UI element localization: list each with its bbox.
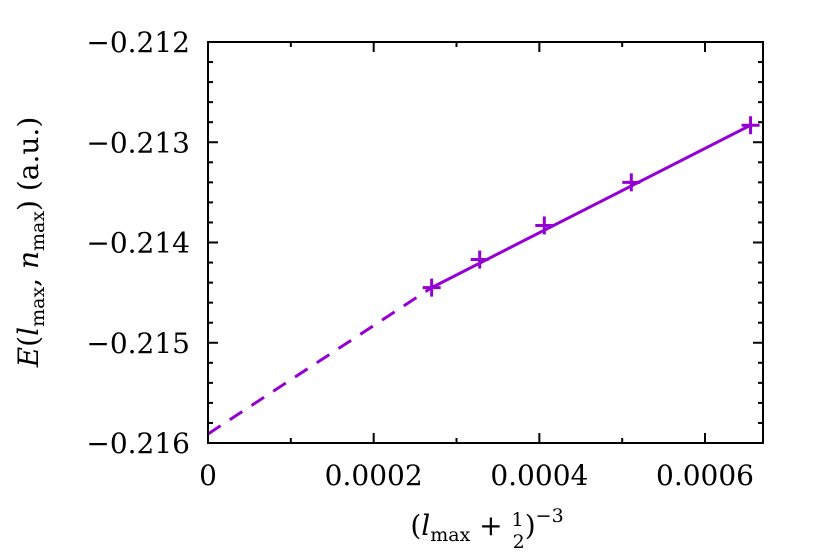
data-point [535, 216, 554, 235]
x-tick-label: 0.0004 [490, 459, 588, 492]
x-tick-label: 0 [199, 459, 217, 492]
y-tick-label: −0.212 [86, 26, 190, 59]
y-tick-label: −0.213 [86, 126, 190, 159]
x-tick-label: 0.0002 [325, 459, 423, 492]
data-point [422, 278, 441, 297]
chart-marks [207, 116, 760, 436]
y-tick-label: −0.216 [86, 427, 190, 460]
x-axis: 0 0.0002 0.0004 0.0006 [199, 42, 754, 492]
extrapolation-line [207, 286, 433, 436]
x-tick-label: 0.0006 [656, 459, 754, 492]
data-point [622, 173, 641, 192]
y-tick-label: −0.215 [86, 327, 190, 360]
plot-frame [207, 41, 764, 444]
y-axis-label: E(lmax, nmax) (a.u.) [12, 117, 49, 369]
x-axis-label: (lmax + 1 2)−3 [410, 505, 563, 553]
y-tick-label: −0.214 [86, 227, 190, 260]
data-point [470, 250, 489, 269]
y-axis: −0.212 −0.213 −0.214 −0.215 −0.216 [86, 26, 763, 460]
data-point [741, 116, 760, 135]
